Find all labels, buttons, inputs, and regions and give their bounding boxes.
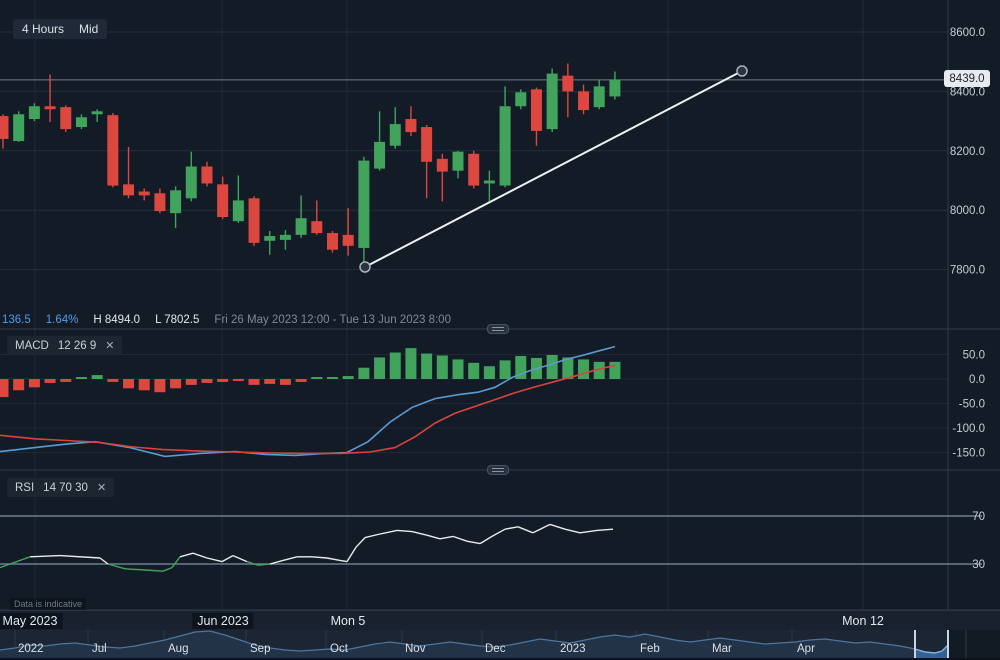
- macd-line: [0, 345, 616, 458]
- rsi-line: [0, 523, 614, 572]
- navigator-month-label: Sep: [250, 643, 271, 655]
- rsi-axis-tick-label: 70: [972, 511, 985, 523]
- rsi-axis-tick-label: 30: [972, 559, 985, 571]
- navigator-month-label: 2022: [18, 643, 44, 655]
- rsi-params: 14 70 30: [43, 481, 88, 494]
- change-value: 136.5: [2, 314, 31, 326]
- macd-axis-tick-label: 50.0: [963, 350, 985, 362]
- navigator-month-label: Nov: [405, 643, 426, 655]
- rsi-levels: [0, 515, 982, 565]
- price-axis-tick-label: 7800.0: [950, 265, 985, 277]
- data-indicative-notice: Data is indicative: [10, 598, 87, 610]
- navigator-month-label: Jul: [92, 643, 107, 655]
- navigator-month-label: 2023: [560, 643, 586, 655]
- macd-panel-splitter-handle[interactable]: [487, 324, 509, 334]
- price-type-button[interactable]: Mid: [70, 19, 108, 39]
- macd-axis-tick-label: -50.0: [959, 399, 985, 411]
- time-axis-label: Mon 12: [842, 614, 884, 628]
- macd-signal-line: [0, 364, 616, 455]
- time-axis-label: Jun 2023: [192, 613, 254, 629]
- time-axis-label: May 2023: [0, 613, 63, 629]
- change-percent: 1.64%: [45, 314, 79, 326]
- timeframe-button[interactable]: 4 Hours: [13, 19, 74, 39]
- bottom-edge: [0, 658, 1000, 660]
- macd-histogram: [0, 348, 621, 398]
- time-axis[interactable]: May 2023 Jun 2023 Mon 5 Mon 12: [0, 610, 1000, 630]
- rsi-label: RSI: [15, 481, 35, 494]
- session-low: L 7802.5: [155, 314, 200, 326]
- macd-axis-tick-label: -150.0: [952, 448, 985, 460]
- macd-close-icon[interactable]: ✕: [105, 340, 115, 352]
- time-axis-label: Mon 5: [330, 614, 366, 628]
- trend-line[interactable]: [359, 65, 748, 273]
- navigator[interactable]: [0, 630, 1000, 658]
- candles[interactable]: [0, 63, 621, 269]
- macd-indicator-badge[interactable]: MACD 12 26 9 ✕: [7, 336, 123, 355]
- rsi-panel-splitter-handle[interactable]: [487, 465, 509, 475]
- rsi-close-icon[interactable]: ✕: [96, 482, 107, 494]
- macd-axis-tick: 50.0 0.0 -50.0 -100.0 -150.0: [952, 350, 985, 460]
- navigator-month-label: Feb: [640, 643, 660, 655]
- price-axis-tick: 8600.0 8400.0 8200.0 8000.0 7800.0: [950, 27, 985, 277]
- price-axis-tick-label: 8200.0: [950, 146, 985, 158]
- price-axis-tick-label: 8000.0: [950, 205, 985, 217]
- macd-label: MACD: [15, 339, 49, 352]
- navigator-month-label: Apr: [797, 643, 815, 655]
- visible-range: Fri 26 May 2023 12:00 - Tue 13 Jun 2023 …: [214, 314, 451, 326]
- navigator-month-label: Oct: [330, 643, 348, 655]
- macd-axis-tick-label: -100.0: [952, 423, 985, 435]
- navigator-month-label: Dec: [485, 643, 506, 655]
- macd-params: 12 26 9: [57, 339, 97, 352]
- trendline-start-handle[interactable]: [359, 261, 371, 273]
- price-axis-tick-label: 8600.0: [950, 27, 985, 39]
- trendline-end-handle[interactable]: [736, 65, 748, 77]
- navigator-month-label: Mar: [712, 643, 732, 655]
- rsi-indicator-badge[interactable]: RSI 14 70 30 ✕: [7, 478, 115, 497]
- session-high: H 8494.0: [93, 314, 141, 326]
- macd-axis-tick-label: 0.0: [969, 374, 985, 386]
- price-axis-tick-label: 8400.0: [950, 86, 985, 98]
- current-price-tag: 8439.0: [944, 70, 990, 87]
- navigator-month-label: Aug: [168, 643, 189, 655]
- rsi-axis-tick: 70 30: [972, 511, 985, 571]
- navigator-window[interactable]: [0, 630, 949, 658]
- ohlc-info-bar: 136.5 1.64% H 8494.0 L 7802.5 Fri 26 May…: [2, 312, 451, 328]
- vertical-gridlines: [34, 0, 864, 610]
